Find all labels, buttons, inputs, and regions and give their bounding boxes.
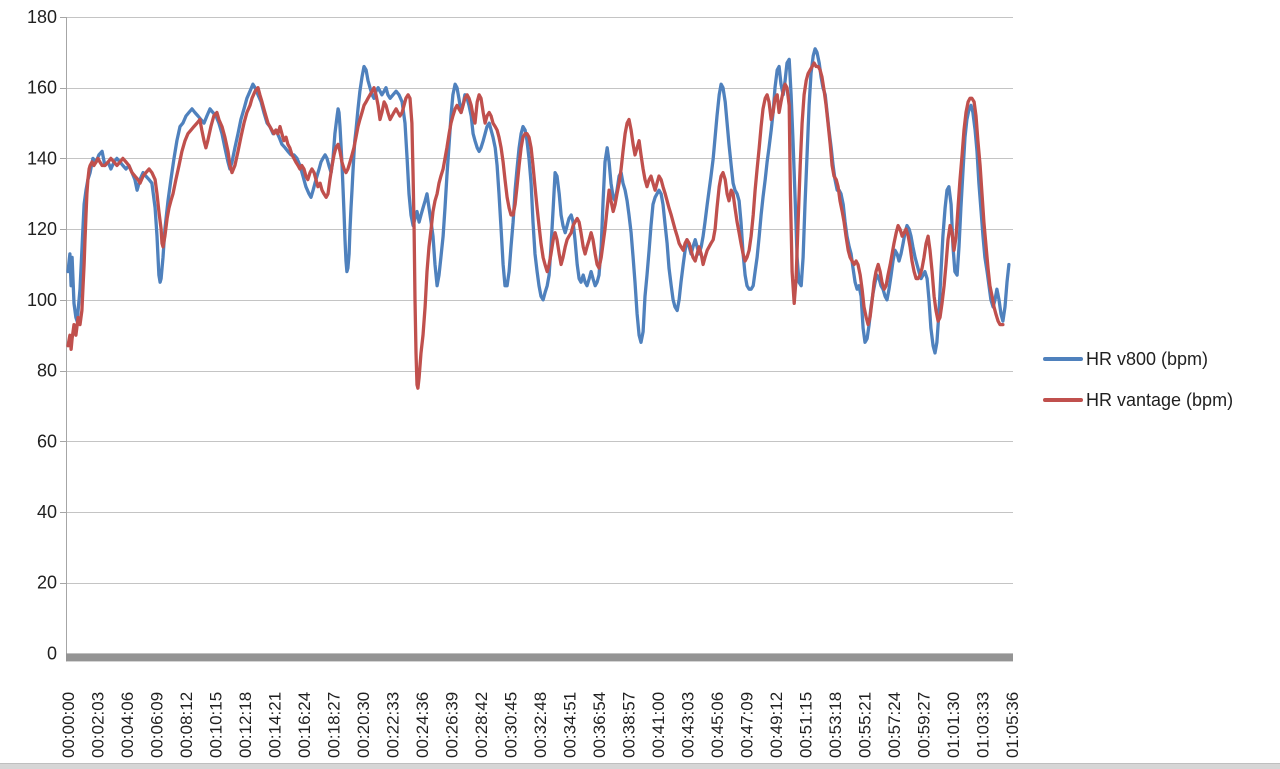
y-tick-label: 0 xyxy=(47,643,57,663)
legend-label-hr-v800: HR v800 (bpm) xyxy=(1086,348,1209,369)
x-tick-label: 00:18:27 xyxy=(325,692,344,758)
x-tick-label: 00:08:12 xyxy=(177,692,196,758)
x-tick-label: 00:57:24 xyxy=(885,692,904,758)
y-tick-label: 20 xyxy=(37,573,57,593)
x-tick-label: 00:34:51 xyxy=(561,692,580,758)
series-line-hr-vantage xyxy=(66,61,1005,390)
legend-line-swatch-blue xyxy=(1043,357,1083,361)
series-line-hr-v800 xyxy=(66,47,1011,355)
window-bottom-edge xyxy=(0,763,1280,769)
x-tick-label: 00:59:27 xyxy=(915,692,934,758)
x-tick-label: 00:06:09 xyxy=(148,692,167,758)
x-tick-label: 01:03:33 xyxy=(974,692,993,758)
x-tick-label: 00:30:45 xyxy=(502,692,521,758)
x-tick-label: 01:01:30 xyxy=(944,692,963,758)
x-tick-label: 00:45:06 xyxy=(708,692,727,758)
x-tick-label: 00:41:00 xyxy=(649,692,668,758)
x-tick-label: 00:55:21 xyxy=(856,692,875,758)
legend-item-hr-vantage[interactable]: HR vantage (bpm) xyxy=(1043,385,1233,415)
chart-legend: HR v800 (bpm) HR vantage (bpm) xyxy=(1043,344,1233,426)
x-tick-label: 00:24:36 xyxy=(413,692,432,758)
x-tick-label: 01:05:36 xyxy=(1003,692,1022,758)
y-tick-label: 120 xyxy=(27,219,57,239)
x-tick-label: 00:47:09 xyxy=(738,692,757,758)
x-tick-label: 00:38:57 xyxy=(620,692,639,758)
y-tick-label: 60 xyxy=(37,431,57,451)
y-tick-label: 140 xyxy=(27,148,57,168)
x-tick-label: 00:10:15 xyxy=(207,692,226,758)
x-tick-label: 00:20:30 xyxy=(354,692,373,758)
y-tick-label: 40 xyxy=(37,502,57,522)
legend-line-swatch-red xyxy=(1043,398,1083,402)
y-tick-label: 180 xyxy=(27,7,57,27)
x-tick-label: 00:51:15 xyxy=(797,692,816,758)
x-tick-label: 00:49:12 xyxy=(767,692,786,758)
legend-item-hr-v800[interactable]: HR v800 (bpm) xyxy=(1043,344,1233,374)
x-tick-label: 00:43:03 xyxy=(679,692,698,758)
x-tick-label: 00:28:42 xyxy=(472,692,491,758)
y-tick-label: 100 xyxy=(27,290,57,310)
x-tick-label: 00:36:54 xyxy=(590,692,609,758)
legend-label-hr-vantage: HR vantage (bpm) xyxy=(1086,389,1234,410)
y-tick-label: 160 xyxy=(27,78,57,98)
x-tick-label: 00:16:24 xyxy=(295,692,314,758)
x-tick-label: 00:26:39 xyxy=(443,692,462,758)
x-tick-label: 00:12:18 xyxy=(236,692,255,758)
y-tick-label: 80 xyxy=(37,361,57,381)
x-tick-label: 00:22:33 xyxy=(384,692,403,758)
x-tick-label: 00:02:03 xyxy=(89,692,108,758)
x-axis-bar xyxy=(66,653,1013,662)
x-tick-label: 00:00:00 xyxy=(59,692,78,758)
x-tick-label: 00:32:48 xyxy=(531,692,550,758)
x-tick-label: 00:04:06 xyxy=(118,692,137,758)
x-tick-label: 00:14:21 xyxy=(266,692,285,758)
x-tick-label: 00:53:18 xyxy=(826,692,845,758)
